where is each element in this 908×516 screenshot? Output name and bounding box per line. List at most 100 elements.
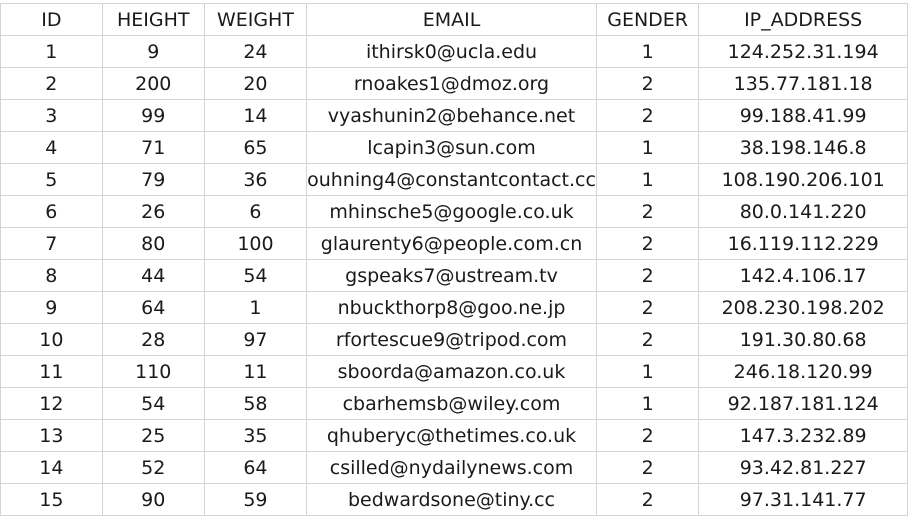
cell-id[interactable]: 5 (0, 163, 103, 196)
cell-id[interactable]: 1 (0, 35, 103, 68)
cell-height[interactable]: 64 (101, 291, 205, 324)
cell-id[interactable]: 8 (0, 259, 103, 292)
cell-ip-address[interactable]: 38.198.146.8 (698, 131, 908, 164)
cell-gender[interactable]: 2 (595, 451, 700, 484)
cell-gender[interactable]: 1 (595, 163, 700, 196)
cell-weight[interactable]: 64 (203, 451, 308, 484)
header-cell-height[interactable]: HEIGHT (101, 3, 205, 36)
cell-ip-address[interactable]: 99.188.41.99 (698, 99, 908, 132)
cell-gender[interactable]: 2 (595, 419, 700, 452)
cell-weight[interactable]: 54 (203, 259, 308, 292)
cell-email[interactable]: csilled@nydailynews.com (306, 451, 597, 484)
cell-weight[interactable]: 36 (203, 163, 308, 196)
cell-gender[interactable]: 1 (595, 131, 700, 164)
cell-ip-address[interactable]: 246.18.120.99 (698, 355, 908, 388)
cell-height[interactable]: 54 (101, 387, 205, 420)
cell-gender[interactable]: 2 (595, 67, 700, 100)
cell-weight[interactable]: 97 (203, 323, 308, 356)
cell-id[interactable]: 7 (0, 227, 103, 260)
cell-email[interactable]: mhinsche5@google.co.uk (306, 195, 597, 228)
header-cell-email[interactable]: EMAIL (306, 3, 597, 36)
cell-email[interactable]: lcapin3@sun.com (306, 131, 597, 164)
table-row: 6 26 6 mhinsche5@google.co.uk 2 80.0.141.220 (0, 195, 908, 228)
table-row: 8 44 54 gspeaks7@ustream.tv 2 142.4.106.17 (0, 259, 908, 292)
cell-gender[interactable]: 1 (595, 387, 700, 420)
cell-height[interactable]: 79 (101, 163, 205, 196)
cell-email[interactable]: nbuckthorp8@goo.ne.jp (306, 291, 597, 324)
cell-email[interactable]: vyashunin2@behance.net (306, 99, 597, 132)
cell-ip-address[interactable]: 80.0.141.220 (698, 195, 908, 228)
cell-gender[interactable]: 2 (595, 227, 700, 260)
cell-weight[interactable]: 65 (203, 131, 308, 164)
cell-gender[interactable]: 1 (595, 35, 700, 68)
cell-height[interactable]: 44 (101, 259, 205, 292)
cell-weight[interactable]: 11 (203, 355, 308, 388)
cell-email[interactable]: glaurenty6@people.com.cn (306, 227, 597, 260)
cell-height[interactable]: 99 (101, 99, 205, 132)
cell-height[interactable]: 28 (101, 323, 205, 356)
header-cell-ip-address[interactable]: IP_ADDRESS (698, 3, 908, 36)
cell-weight[interactable]: 6 (203, 195, 308, 228)
cell-email[interactable]: rnoakes1@dmoz.org (306, 67, 597, 100)
cell-id[interactable]: 13 (0, 419, 103, 452)
cell-weight[interactable]: 14 (203, 99, 308, 132)
cell-weight[interactable]: 1 (203, 291, 308, 324)
cell-gender[interactable]: 1 (595, 355, 700, 388)
cell-id[interactable]: 9 (0, 291, 103, 324)
cell-gender[interactable]: 2 (595, 99, 700, 132)
cell-gender[interactable]: 2 (595, 259, 700, 292)
cell-email[interactable]: qhuberyc@thetimes.co.uk (306, 419, 597, 452)
cell-id[interactable]: 10 (0, 323, 103, 356)
header-cell-id[interactable]: ID (0, 3, 103, 36)
cell-id[interactable]: 2 (0, 67, 103, 100)
cell-gender[interactable]: 2 (595, 323, 700, 356)
cell-ip-address[interactable]: 124.252.31.194 (698, 35, 908, 68)
cell-ip-address[interactable]: 135.77.181.18 (698, 67, 908, 100)
cell-ip-address[interactable]: 97.31.141.77 (698, 483, 908, 516)
cell-height[interactable]: 25 (101, 419, 205, 452)
cell-height[interactable]: 52 (101, 451, 205, 484)
cell-email[interactable]: ithirsk0@ucla.edu (306, 35, 597, 68)
cell-id[interactable]: 6 (0, 195, 103, 228)
cell-height[interactable]: 9 (101, 35, 205, 68)
cell-email[interactable]: sboorda@amazon.co.uk (306, 355, 597, 388)
header-cell-weight[interactable]: WEIGHT (203, 3, 308, 36)
table-row: 15 90 59 bedwardsone@tiny.cc 2 97.31.141.77 (0, 483, 908, 516)
cell-email[interactable]: gspeaks7@ustream.tv (306, 259, 597, 292)
cell-weight[interactable]: 20 (203, 67, 308, 100)
cell-email[interactable]: bedwardsone@tiny.cc (306, 483, 597, 516)
cell-weight[interactable]: 59 (203, 483, 308, 516)
cell-id[interactable]: 15 (0, 483, 103, 516)
cell-id[interactable]: 14 (0, 451, 103, 484)
cell-height[interactable]: 80 (101, 227, 205, 260)
cell-id[interactable]: 3 (0, 99, 103, 132)
cell-gender[interactable]: 2 (595, 483, 700, 516)
cell-weight[interactable]: 24 (203, 35, 308, 68)
cell-email[interactable]: cbarhemsb@wiley.com (306, 387, 597, 420)
cell-ip-address[interactable]: 93.42.81.227 (698, 451, 908, 484)
cell-id[interactable]: 12 (0, 387, 103, 420)
cell-ip-address[interactable]: 92.187.181.124 (698, 387, 908, 420)
cell-email[interactable]: rfortescue9@tripod.com (306, 323, 597, 356)
cell-id[interactable]: 11 (0, 355, 103, 388)
cell-gender[interactable]: 2 (595, 291, 700, 324)
cell-ip-address[interactable]: 142.4.106.17 (698, 259, 908, 292)
cell-height[interactable]: 26 (101, 195, 205, 228)
cell-weight[interactable]: 58 (203, 387, 308, 420)
grid-body: ID HEIGHT WEIGHT EMAIL GENDER IP_ADDRESS… (0, 3, 908, 516)
cell-ip-address[interactable]: 208.230.198.202 (698, 291, 908, 324)
cell-height[interactable]: 71 (101, 131, 205, 164)
cell-ip-address[interactable]: 147.3.232.89 (698, 419, 908, 452)
cell-id[interactable]: 4 (0, 131, 103, 164)
cell-height[interactable]: 200 (101, 67, 205, 100)
cell-ip-address[interactable]: 16.119.112.229 (698, 227, 908, 260)
cell-gender[interactable]: 2 (595, 195, 700, 228)
cell-weight[interactable]: 35 (203, 419, 308, 452)
cell-weight[interactable]: 100 (203, 227, 308, 260)
cell-email[interactable]: ouhning4@constantcontact.cc (306, 163, 597, 196)
cell-height[interactable]: 110 (101, 355, 205, 388)
cell-ip-address[interactable]: 108.190.206.101 (698, 163, 908, 196)
header-cell-gender[interactable]: GENDER (595, 3, 700, 36)
cell-height[interactable]: 90 (101, 483, 205, 516)
cell-ip-address[interactable]: 191.30.80.68 (698, 323, 908, 356)
